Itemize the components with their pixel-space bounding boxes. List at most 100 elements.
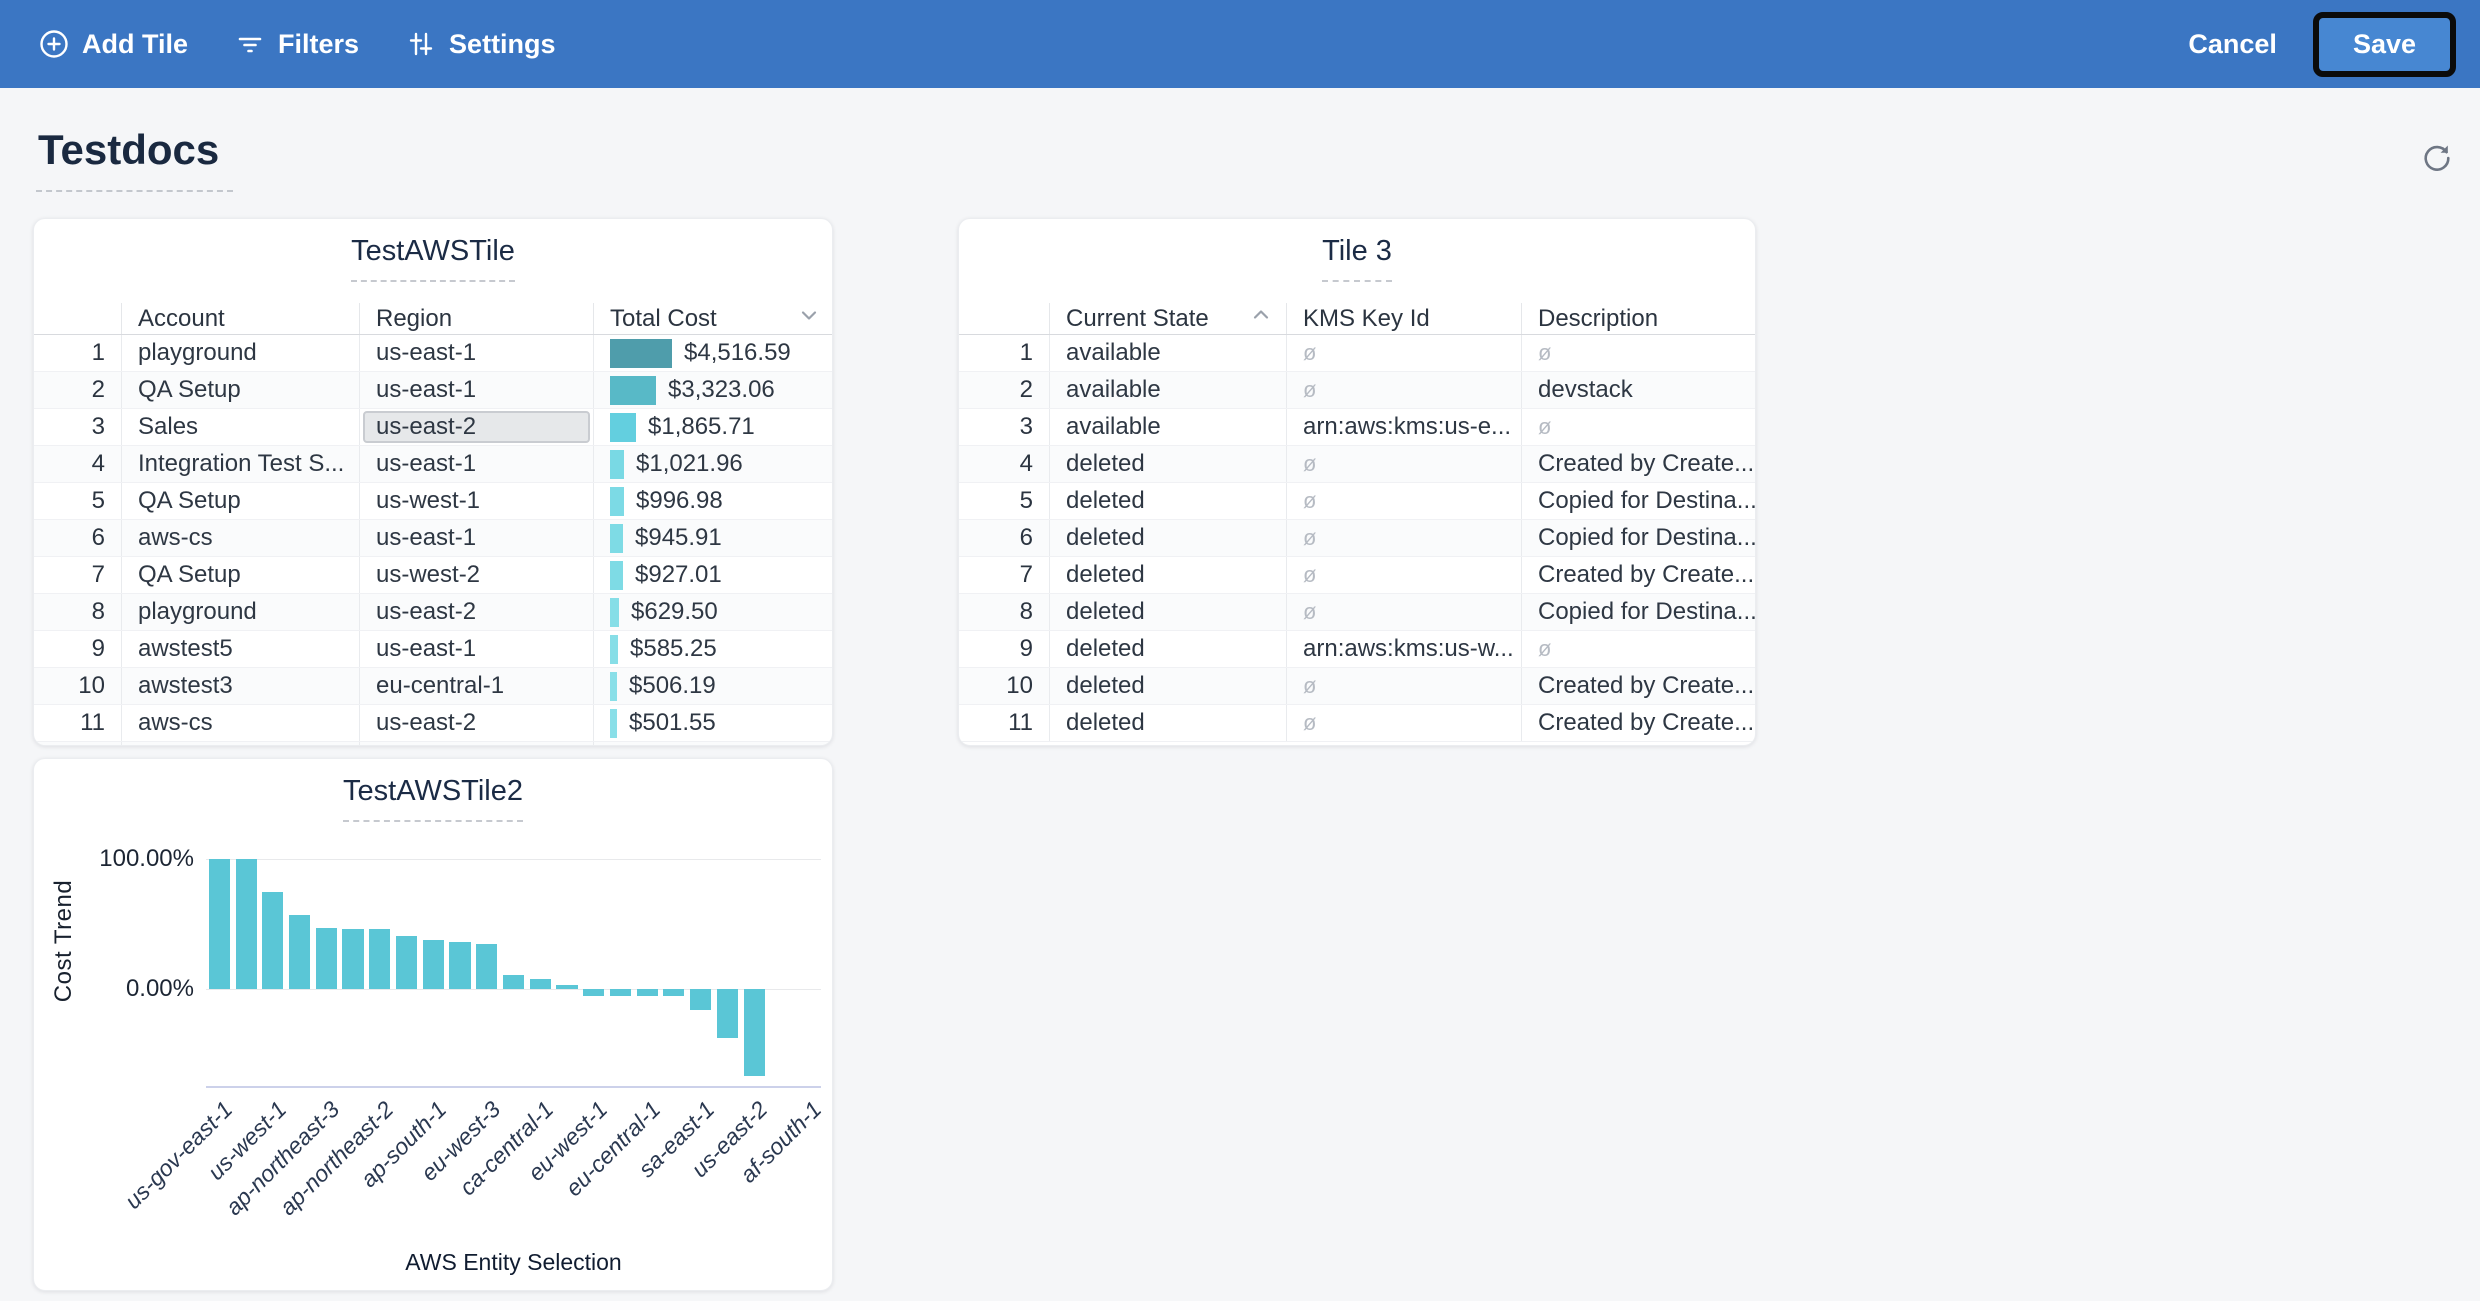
chart-bar[interactable]	[476, 943, 498, 989]
cell-kms-key-id[interactable]: ø	[1286, 446, 1521, 482]
table-row[interactable]: 1 available ø ø	[959, 335, 1755, 372]
cell-kms-key-id[interactable]: ø	[1286, 372, 1521, 408]
cell-account[interactable]: awstest5	[121, 631, 359, 667]
cell-kms-key-id[interactable]: ø	[1286, 705, 1521, 741]
table-row[interactable]: 8 playground us-east-2 $629.50	[34, 594, 832, 631]
cell-description[interactable]: Created by Create...	[1521, 705, 1755, 741]
cell-account[interactable]: QA Setup	[121, 557, 359, 593]
table-row[interactable]: 3 available arn:aws:kms:us-e... ø	[959, 409, 1755, 446]
cell-account[interactable]: playground	[121, 335, 359, 371]
refresh-button[interactable]	[2416, 138, 2458, 180]
table-row[interactable]: 4 Integration Test S... us-east-1 $1,021.96	[34, 446, 832, 483]
cell-total-cost[interactable]: $501.55	[593, 705, 832, 741]
cell-region[interactable]: us-east-1	[359, 520, 593, 556]
tile2-title[interactable]: TestAWSTile2	[343, 775, 523, 822]
cell-current-state[interactable]: deleted	[1049, 557, 1286, 593]
chart-bar[interactable]	[743, 989, 765, 1077]
table-row[interactable]: 4 deleted ø Created by Create...	[959, 446, 1755, 483]
chart-bar[interactable]	[235, 859, 257, 989]
cell-total-cost[interactable]: $927.01	[593, 557, 832, 593]
cell-current-state[interactable]: deleted	[1049, 668, 1286, 704]
cell-current-state[interactable]: available	[1049, 409, 1286, 445]
chart-bar[interactable]	[395, 935, 418, 989]
cancel-button[interactable]: Cancel	[2188, 28, 2277, 59]
cell-current-state[interactable]: deleted	[1049, 705, 1286, 741]
cell-region[interactable]: us-east-2	[359, 594, 593, 630]
cell-account[interactable]: Integration Test S...	[121, 446, 359, 482]
chart-bar[interactable]	[529, 978, 551, 989]
cell-kms-key-id[interactable]: arn:aws:kms:us-w...	[1286, 631, 1521, 667]
cell-description[interactable]: ø	[1521, 631, 1755, 667]
chart-bar[interactable]	[449, 942, 471, 989]
cell-account[interactable]: awstest3	[121, 668, 359, 704]
chart-bar[interactable]	[636, 989, 658, 996]
tile-testawstile2[interactable]: TestAWSTile2 100.00% 0.00% Cost Trend us…	[33, 758, 833, 1291]
table-row[interactable]: 10 awstest3 eu-central-1 $506.19	[34, 668, 832, 705]
table-row[interactable]: 8 deleted ø Copied for Destina...	[959, 594, 1755, 631]
chart-bar[interactable]	[583, 989, 605, 996]
cell-account[interactable]: aws-cs	[121, 520, 359, 556]
chart-bar[interactable]	[315, 927, 337, 989]
cell-current-state[interactable]: deleted	[1049, 520, 1286, 556]
cell-total-cost[interactable]: $506.19	[593, 668, 832, 704]
settings-button[interactable]: Settings	[405, 28, 556, 60]
cell-kms-key-id[interactable]: ø	[1286, 594, 1521, 630]
chart-bar[interactable]	[556, 985, 578, 989]
cell-account[interactable]: aws-cs	[121, 705, 359, 741]
chart-bar[interactable]	[716, 989, 738, 1039]
cell-kms-key-id[interactable]: ø	[1286, 483, 1521, 519]
cell-kms-key-id[interactable]: ø	[1286, 335, 1521, 371]
cell-description[interactable]: ø	[1521, 335, 1755, 371]
cell-region[interactable]: us-east-1	[359, 631, 593, 667]
chart-bar[interactable]	[289, 914, 311, 989]
table-row[interactable]: 5 QA Setup us-west-1 $996.98	[34, 483, 832, 520]
cell-description[interactable]: Created by Create...	[1521, 446, 1755, 482]
cell-kms-key-id[interactable]: ø	[1286, 668, 1521, 704]
cell-description[interactable]: Copied for Destina...	[1521, 594, 1755, 630]
cell-total-cost[interactable]: $1,865.71	[593, 409, 832, 445]
cell-total-cost[interactable]: $585.25	[593, 631, 832, 667]
column-header-description[interactable]: Description	[1521, 303, 1755, 334]
page-title[interactable]: Testdocs	[36, 126, 234, 192]
cell-current-state[interactable]: deleted	[1049, 631, 1286, 667]
cell-description[interactable]: devstack	[1521, 372, 1755, 408]
cell-current-state[interactable]: deleted	[1049, 483, 1286, 519]
cell-region[interactable]: us-east-2	[359, 705, 593, 741]
cell-total-cost[interactable]: $4,516.59	[593, 335, 832, 371]
table-row-partial[interactable]	[34, 742, 832, 745]
table-row[interactable]: 2 available ø devstack	[959, 372, 1755, 409]
cell-total-cost[interactable]: $945.91	[593, 520, 832, 556]
save-button[interactable]: Save	[2318, 17, 2450, 71]
tile3-title[interactable]: Tile 3	[1322, 235, 1392, 282]
cell-account[interactable]	[121, 742, 359, 745]
chart-bar[interactable]	[609, 989, 631, 996]
cell-current-state[interactable]: deleted	[1049, 446, 1286, 482]
table-row[interactable]: 9 awstest5 us-east-1 $585.25	[34, 631, 832, 668]
filters-button[interactable]: Filters	[234, 28, 359, 60]
cell-current-state[interactable]: available	[1049, 335, 1286, 371]
cell-description[interactable]: Copied for Destina...	[1521, 520, 1755, 556]
table-row[interactable]: 11 aws-cs us-east-2 $501.55	[34, 705, 832, 742]
table-row[interactable]: 9 deleted arn:aws:kms:us-w... ø	[959, 631, 1755, 668]
cell-description[interactable]: Created by Create...	[1521, 557, 1755, 593]
chart-bar[interactable]	[502, 974, 525, 989]
chart-bar[interactable]	[422, 939, 444, 989]
cell-region[interactable]	[359, 742, 593, 745]
tile1-title[interactable]: TestAWSTile	[351, 235, 515, 282]
chart-bar[interactable]	[369, 929, 391, 989]
table-row[interactable]: 7 deleted ø Created by Create...	[959, 557, 1755, 594]
cell-region[interactable]: us-east-1	[359, 335, 593, 371]
cell-total-cost[interactable]: $1,021.96	[593, 446, 832, 482]
cell-current-state[interactable]: deleted	[1049, 594, 1286, 630]
add-tile-button[interactable]: Add Tile	[38, 28, 188, 60]
cell-region[interactable]: us-west-2	[359, 557, 593, 593]
column-header-kms-key-id[interactable]: KMS Key Id	[1286, 303, 1521, 334]
table-row[interactable]: 10 deleted ø Created by Create...	[959, 668, 1755, 705]
table-row[interactable]: 5 deleted ø Copied for Destina...	[959, 483, 1755, 520]
cell-account[interactable]: Sales	[121, 409, 359, 445]
cell-description[interactable]: Created by Create...	[1521, 668, 1755, 704]
chart-bar[interactable]	[663, 989, 685, 996]
cell-region[interactable]: eu-central-1	[359, 668, 593, 704]
cell-account[interactable]: QA Setup	[121, 483, 359, 519]
